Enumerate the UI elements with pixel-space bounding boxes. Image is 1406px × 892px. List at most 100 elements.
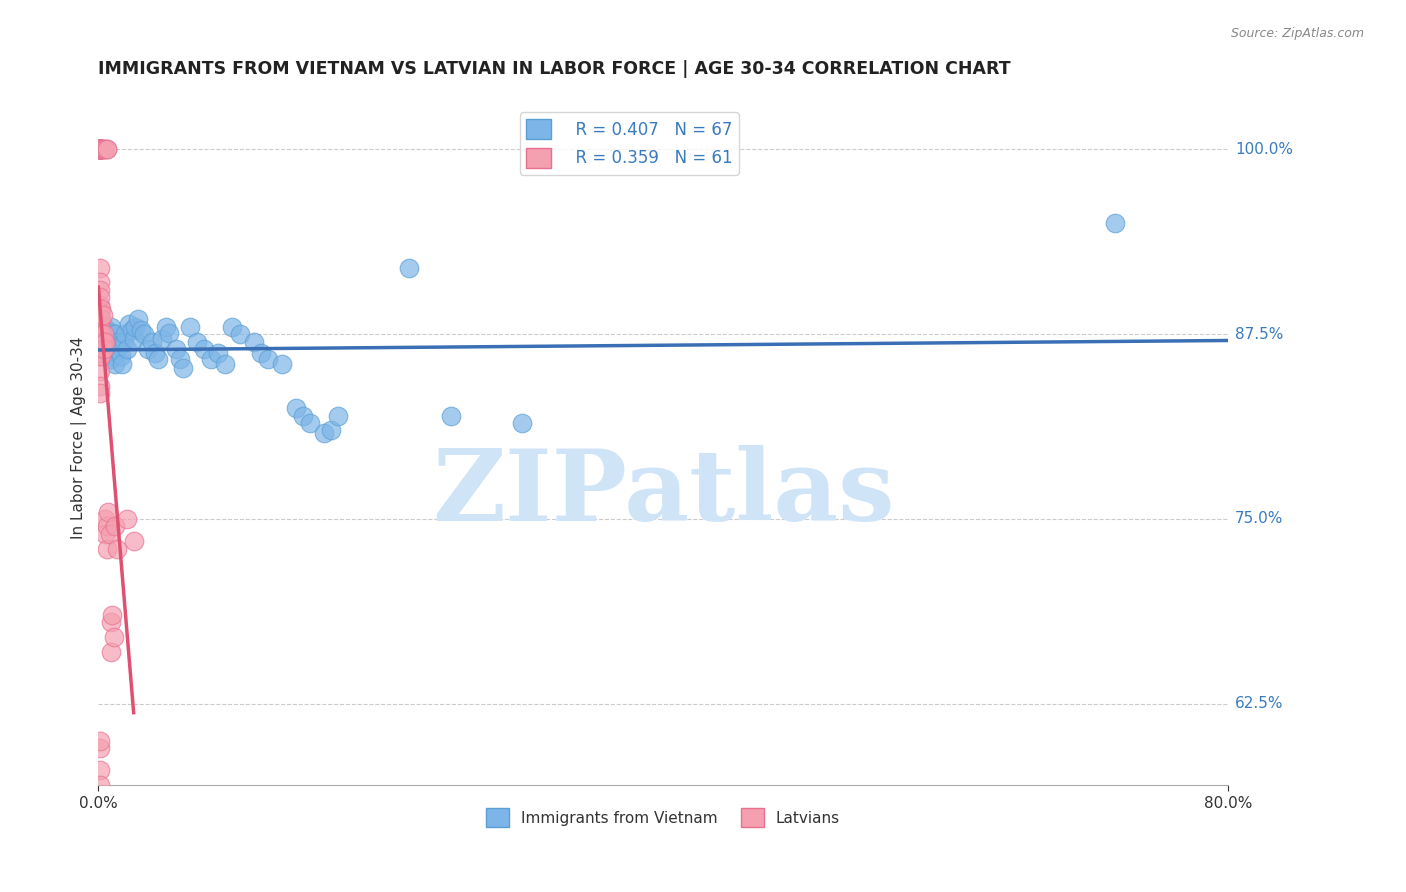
- Point: [94, 334, 117, 349]
- Point: [100, 645, 122, 659]
- Point: [111, 357, 134, 371]
- Point: [89, 312, 111, 326]
- Point: [89, 342, 111, 356]
- Point: [186, 334, 208, 349]
- Text: 100.0%: 100.0%: [1234, 142, 1294, 157]
- Point: [89, 142, 111, 156]
- Point: [89, 334, 111, 349]
- Point: [114, 327, 136, 342]
- Point: [200, 352, 222, 367]
- Point: [108, 337, 131, 351]
- Point: [89, 142, 111, 156]
- Point: [193, 342, 215, 356]
- Legend: Immigrants from Vietnam, Latvians: Immigrants from Vietnam, Latvians: [479, 802, 846, 833]
- Point: [93, 327, 115, 342]
- Point: [93, 326, 115, 340]
- Point: [103, 630, 125, 644]
- Point: [89, 142, 111, 156]
- Point: [89, 276, 111, 290]
- Point: [110, 350, 132, 364]
- Point: [89, 142, 111, 156]
- Point: [127, 312, 149, 326]
- Text: ZIPatlas: ZIPatlas: [432, 445, 894, 541]
- Point: [89, 733, 111, 747]
- Point: [97, 505, 120, 519]
- Point: [89, 379, 111, 393]
- Point: [97, 346, 120, 360]
- Point: [93, 342, 115, 356]
- Point: [104, 519, 127, 533]
- Point: [89, 142, 111, 156]
- Point: [97, 327, 120, 342]
- Point: [122, 534, 145, 549]
- Point: [112, 334, 135, 349]
- Point: [292, 409, 315, 423]
- Point: [122, 332, 145, 346]
- Point: [221, 319, 243, 334]
- Point: [103, 339, 125, 353]
- Point: [228, 327, 250, 342]
- Point: [118, 317, 141, 331]
- Point: [398, 260, 420, 275]
- Point: [89, 778, 111, 792]
- Point: [104, 357, 127, 371]
- Point: [89, 142, 111, 156]
- Point: [89, 142, 111, 156]
- Point: [89, 386, 111, 401]
- Point: [90, 301, 112, 316]
- Point: [121, 323, 143, 337]
- Point: [1104, 216, 1126, 230]
- Text: Source: ZipAtlas.com: Source: ZipAtlas.com: [1230, 27, 1364, 40]
- Point: [146, 352, 169, 367]
- Point: [103, 350, 125, 364]
- Point: [94, 526, 117, 541]
- Point: [90, 350, 112, 364]
- Point: [299, 416, 322, 430]
- Point: [91, 334, 114, 349]
- Point: [155, 319, 177, 334]
- Point: [96, 519, 118, 533]
- Point: [107, 334, 129, 349]
- Point: [89, 283, 111, 297]
- Point: [89, 298, 111, 312]
- Point: [90, 327, 112, 342]
- Point: [89, 350, 111, 364]
- Point: [94, 512, 117, 526]
- Point: [105, 342, 128, 356]
- Point: [285, 401, 308, 416]
- Point: [89, 764, 111, 778]
- Point: [169, 352, 191, 367]
- Point: [96, 142, 118, 156]
- Point: [98, 526, 121, 541]
- Point: [94, 142, 117, 156]
- Point: [89, 142, 111, 156]
- Point: [150, 332, 173, 346]
- Point: [249, 346, 271, 360]
- Point: [104, 327, 127, 342]
- Point: [89, 142, 111, 156]
- Point: [510, 416, 533, 430]
- Point: [141, 334, 163, 349]
- Point: [89, 327, 111, 342]
- Point: [89, 142, 111, 156]
- Point: [165, 342, 187, 356]
- Text: 75.0%: 75.0%: [1234, 511, 1284, 526]
- Point: [100, 319, 122, 334]
- Point: [96, 541, 118, 556]
- Point: [100, 615, 122, 630]
- Point: [98, 343, 121, 358]
- Point: [90, 312, 112, 326]
- Point: [96, 337, 118, 351]
- Point: [100, 352, 122, 367]
- Point: [89, 305, 111, 319]
- Point: [91, 142, 114, 156]
- Point: [98, 334, 121, 349]
- Point: [101, 608, 124, 623]
- Point: [143, 346, 166, 360]
- Point: [179, 319, 201, 334]
- Point: [328, 409, 350, 423]
- Point: [94, 332, 117, 346]
- Point: [91, 308, 114, 322]
- Point: [90, 142, 112, 156]
- Point: [136, 342, 159, 356]
